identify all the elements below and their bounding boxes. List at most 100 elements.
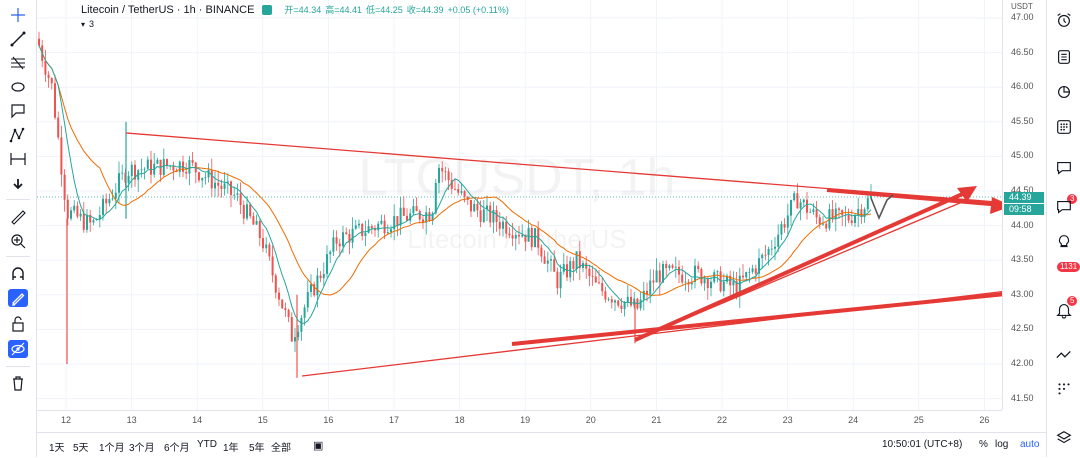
pattern-icon[interactable] [8, 126, 28, 144]
candle-body [697, 265, 700, 269]
candle-body [642, 290, 645, 300]
indicators-toggle[interactable]: ▾ 3 [81, 19, 94, 29]
clock-time[interactable]: 10:50:01 (UTC+8) [882, 439, 963, 450]
candle-body [556, 271, 559, 289]
date-range-icon[interactable]: ▣ [313, 440, 324, 452]
toolbar-divider [6, 199, 30, 200]
period-button[interactable]: 6个月 [164, 443, 190, 454]
candle-body [543, 256, 546, 264]
draw-mode-icon[interactable] [8, 289, 28, 307]
zoom-icon[interactable] [8, 232, 28, 250]
alarm-icon[interactable] [1054, 10, 1074, 30]
candle-body [623, 301, 626, 309]
period-button[interactable]: 3个月 [129, 443, 155, 454]
candle-body [706, 278, 709, 289]
trash-icon[interactable] [8, 374, 28, 392]
candle-body [594, 276, 597, 283]
candle-body [198, 172, 200, 181]
candle-body [610, 299, 613, 303]
price-tick-label: 45.50 [1011, 115, 1034, 126]
chart-pane[interactable]: LTCUSDT, 1h Litecoin / TetherUS Litecoin… [37, 0, 1037, 410]
candle-body [754, 268, 757, 274]
data-window-icon[interactable] [1054, 82, 1074, 102]
period-button[interactable]: 全部 [271, 443, 291, 454]
percent-toggle[interactable]: % [979, 439, 988, 450]
candle-body [108, 199, 111, 204]
candle-body [329, 251, 332, 255]
candle-body [534, 228, 536, 248]
watchlist-icon[interactable] [1054, 47, 1074, 67]
ruler-icon[interactable] [8, 208, 28, 226]
candle-body [665, 263, 668, 269]
candle-body [47, 74, 50, 79]
dots-icon[interactable] [1054, 378, 1074, 398]
candle-body [258, 220, 261, 239]
arrowhead-right [990, 197, 1012, 214]
period-button[interactable]: YTD [197, 439, 217, 450]
candle-body [671, 265, 674, 268]
period-button[interactable]: 5天 [73, 443, 89, 454]
candle-body [233, 194, 236, 196]
arrow-down-icon[interactable] [8, 175, 28, 193]
candle-body [601, 282, 604, 292]
candle-body [790, 200, 792, 216]
candle-body [146, 159, 149, 169]
candle-body [550, 259, 552, 261]
candle-body [742, 275, 744, 278]
chat-icon[interactable] [1054, 158, 1074, 178]
magnet-icon[interactable] [8, 265, 28, 283]
period-button[interactable]: 1天 [49, 443, 65, 454]
candle-body [223, 183, 226, 189]
candle-body [572, 261, 575, 270]
brush-icon[interactable] [8, 78, 28, 96]
candle-body [249, 204, 252, 217]
candle-body [831, 209, 834, 220]
candle-body [79, 213, 82, 217]
watermark-name: Litecoin / TetherUS [407, 224, 626, 254]
candle-body [319, 275, 322, 279]
measure-icon[interactable] [8, 150, 28, 168]
candle-body [454, 188, 456, 190]
lock-icon[interactable] [8, 315, 28, 333]
candle-body [850, 220, 853, 223]
candle-body [143, 168, 146, 170]
messages-icon[interactable] [1054, 197, 1074, 217]
calendar-icon[interactable] [1054, 117, 1074, 137]
period-button[interactable]: 5年 [249, 443, 265, 454]
candle-body [838, 208, 840, 211]
text-icon[interactable] [8, 102, 28, 120]
candle-body [514, 234, 517, 239]
eye-icon[interactable] [8, 340, 28, 358]
candle-body [166, 159, 168, 166]
candle-body [703, 278, 706, 284]
candle-body [818, 217, 821, 225]
period-button[interactable]: 1个月 [99, 443, 125, 454]
chevron-down-icon[interactable]: ▾ [81, 19, 86, 29]
layers-icon[interactable] [1054, 428, 1074, 448]
log-toggle[interactable]: log [995, 439, 1009, 450]
ma-slow-line [38, 45, 872, 296]
candle-body [118, 173, 120, 193]
crosshair-icon[interactable] [8, 6, 28, 24]
candle-body [716, 271, 719, 273]
candle-body [406, 215, 408, 221]
pulse-icon[interactable] [1054, 345, 1074, 365]
symbol-title[interactable]: Litecoin / TetherUS · 1h · BINANCE [81, 3, 255, 16]
period-button[interactable]: 1年 [223, 443, 239, 454]
price-axis[interactable]: USDT 47.00 46.50 46.00 45.50 45.00 44.50 44.00… [1002, 0, 1047, 410]
price-chart[interactable]: LTCUSDT, 1h Litecoin / TetherUS [37, 0, 1037, 410]
candle-body [809, 211, 812, 213]
trend-line-icon[interactable] [8, 30, 28, 48]
candle-body [649, 280, 652, 295]
candle-body [735, 281, 738, 297]
auto-toggle[interactable]: auto [1020, 439, 1040, 450]
candle-body [694, 265, 696, 282]
time-tick-label: 16 [323, 415, 334, 425]
time-axis[interactable]: 12 13 14 15 16 17 18 19 20 21 22 23 24 25 26 [37, 410, 1002, 433]
fib-icon[interactable] [8, 54, 28, 72]
candle-body [591, 276, 594, 277]
candle-body [386, 232, 389, 234]
ideas-icon[interactable] [1054, 232, 1074, 252]
alerts-icon[interactable] [1054, 300, 1074, 320]
candle-body [658, 270, 661, 283]
